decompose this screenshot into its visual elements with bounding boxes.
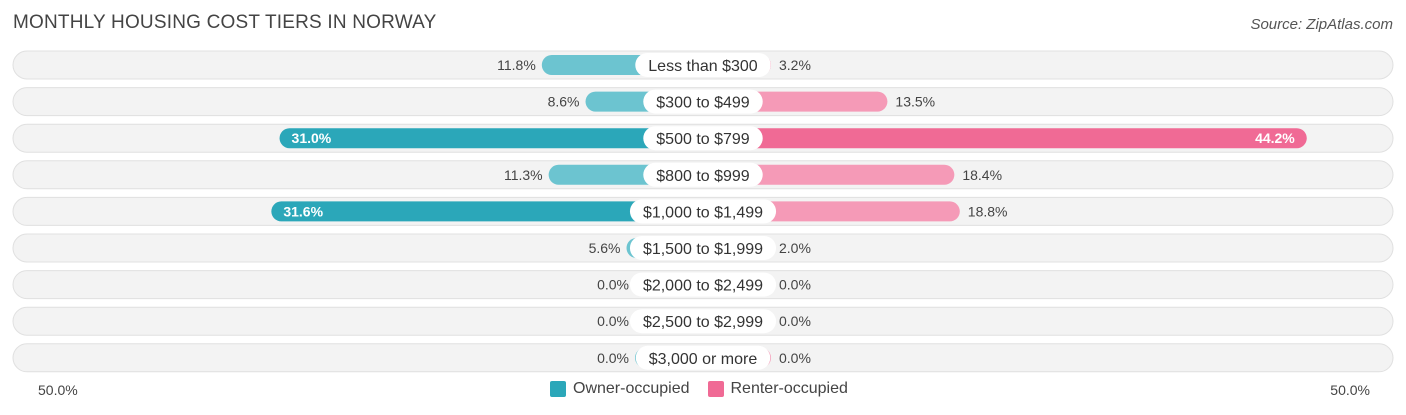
category-pill [643,162,763,187]
renter-value-label: 0.0% [779,277,811,293]
category-label: $1,000 to $1,499 [643,204,763,221]
legend-renter: Renter-occupied [707,380,848,398]
owner-bar [279,128,713,149]
category-pill [629,236,777,260]
category-pill [629,272,777,297]
legend-owner-label: Owner-occupied [573,380,690,397]
category-pill [635,53,771,77]
category-label: $3,000 or more [649,351,758,368]
category-label: $2,000 to $2,499 [643,278,763,295]
category-label: Less than $300 [648,58,758,75]
legend-owner-swatch [550,381,566,397]
owner-value-label: 31.0% [292,130,332,146]
owner-value-label: 5.6% [589,240,621,256]
owner-value-label: 11.8% [497,57,536,73]
category-pill [629,309,777,334]
category-label: $500 to $799 [656,131,750,148]
category-label: $300 to $499 [656,95,750,112]
category-pill [629,199,777,224]
category-label: $1,500 to $1,999 [643,241,763,258]
renter-value-label: 3.2% [779,57,811,73]
owner-value-label: 8.6% [548,94,580,110]
category-pill [643,126,763,151]
legend-owner: Owner-occupied [550,380,690,398]
owner-value-label: 31.6% [283,203,323,219]
axis-left-label: 50.0% [38,382,78,398]
owner-bar [271,201,713,222]
renter-value-label: 44.2% [1255,130,1295,146]
legend-renter-swatch [707,381,724,397]
category-pill [643,89,763,114]
renter-value-label: 13.5% [895,94,935,110]
legend: Owner-occupied Renter-occupied [550,380,866,398]
renter-value-label: 0.0% [779,350,811,366]
renter-bar [693,128,1307,149]
legend-renter-label: Renter-occupied [730,380,848,397]
category-pill [635,345,771,370]
owner-value-label: 0.0% [597,313,629,329]
owner-value-label: 0.0% [597,277,629,293]
renter-value-label: 18.4% [962,167,1002,183]
renter-value-label: 18.8% [968,203,1008,219]
chart-title: MONTHLY HOUSING COST TIERS IN NORWAY [13,12,437,33]
owner-value-label: 0.0% [597,350,629,366]
renter-value-label: 0.0% [779,313,811,329]
category-label: $2,500 to $2,999 [643,314,763,331]
source-label: Source: ZipAtlas.com [1250,16,1393,33]
renter-value-label: 2.0% [779,240,811,256]
owner-value-label: 11.3% [504,167,543,183]
axis-right-label: 50.0% [1330,382,1370,398]
category-label: $800 to $999 [656,168,750,185]
